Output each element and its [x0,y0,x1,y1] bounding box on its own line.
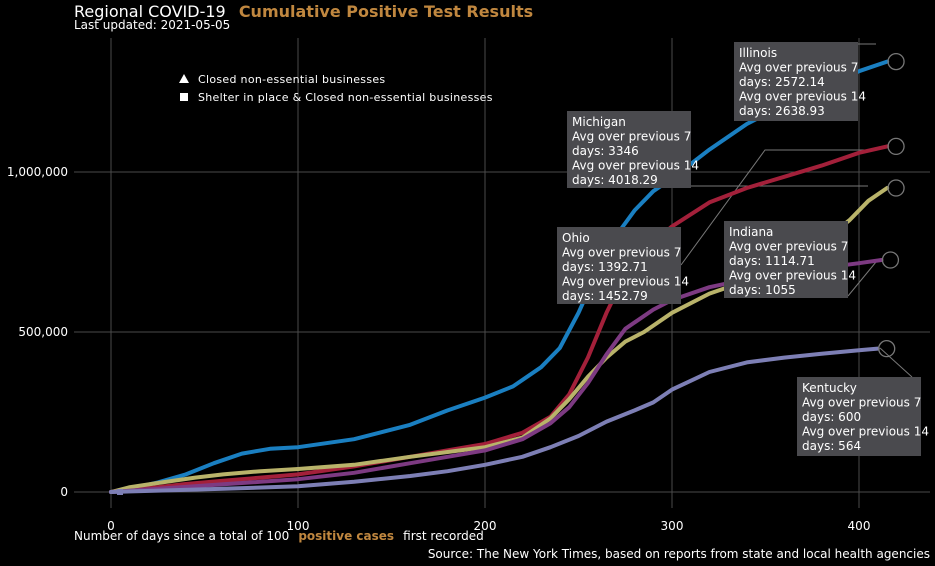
endpoint-michigan [887,137,905,156]
annotation-leaders [680,43,913,378]
annotation-line: Avg over previous 7 [802,396,921,410]
annotation-line: days: 600 [802,410,861,424]
annotation-line: Avg over previous 7 [739,61,858,75]
x-tick-label: 100 [287,519,310,533]
annotation-line: Illinois [739,46,777,60]
annotation-line: days: 4018.29 [572,173,658,187]
endpoint-kentucky [878,339,896,358]
title-accent: Cumulative Positive Test Results [239,2,533,21]
annotation-line: Avg over previous 14 [739,90,866,104]
y-tick-label: 0 [60,485,68,499]
annotation-box [734,42,858,121]
endpoint-illinois [887,52,905,71]
series-line-illinois [109,59,890,494]
series-line-kentucky [109,346,880,494]
annotation-line: Avg over previous 7 [729,240,848,254]
x-tick-label: 300 [661,519,684,533]
annotation-line: days: 1114.71 [729,254,815,268]
annotation-line: Avg over previous 7 [562,246,681,260]
last-updated: Last updated: 2021-05-05 [74,18,230,32]
leader-kentucky [879,347,913,378]
endpoint-ohio [887,179,905,197]
legend-label-shelter: Shelter in place & Closed non-essential … [198,91,493,104]
y-tick-label: 1,000,000 [7,165,68,179]
start-marker [117,489,123,495]
annotation-line: Avg over previous 14 [572,159,699,173]
annotation-line: Avg over previous 14 [562,275,689,289]
annotation-line: Ohio [562,231,590,245]
chart-title: Regional COVID-19 Cumulative Positive Te… [74,2,533,21]
annotation-line: days: 564 [802,439,861,453]
annotation-line: Kentucky [802,381,857,395]
y-tick-label: 500,000 [18,325,68,339]
annotation-line: Michigan [572,115,626,129]
annotation-line: days: 1452.79 [562,289,648,303]
xlabel-accent: positive cases [298,529,394,543]
triangle-icon [179,74,189,83]
source-note: Source: The New York Times, based on rep… [428,547,930,561]
endpoint-indiana [881,251,900,269]
y-axis-ticks: 0 500,000 1,000,000 [7,165,68,499]
square-icon [180,93,188,101]
x-axis-label: Number of days since a total of 100 posi… [74,525,484,544]
annotation-line: days: 1055 [729,283,796,297]
x-axis-ticks: 0 100 200 300 400 [107,519,870,533]
legend: Closed non-essential businesses Shelter … [179,73,493,104]
series-endpoints [117,52,905,495]
annotation-line: days: 3346 [572,144,639,158]
annotation-line: Avg over previous 14 [802,425,929,439]
annotation-line: days: 1392.71 [562,260,648,274]
xlabel-post: first recorded [403,529,484,543]
annotation-line: days: 2638.93 [739,104,825,118]
title-main: Regional COVID-19 [74,2,226,21]
annotation-line: Indiana [729,225,773,239]
x-tick-label: 400 [848,519,871,533]
series-line-michigan [109,144,890,494]
xlabel-pre: Number of days since a total of 100 [74,529,289,543]
x-tick-label: 0 [107,519,115,533]
annotation-box [567,111,691,188]
annotation-line: Avg over previous 7 [572,130,691,144]
annotation-box [724,221,848,298]
legend-label-closed: Closed non-essential businesses [198,73,385,86]
leader-ohio [680,149,876,266]
annotation-line: Avg over previous 14 [729,269,856,283]
x-tick-label: 200 [474,519,497,533]
annotation-box [557,227,681,304]
annotation-line: days: 2572.14 [739,75,825,89]
annotation-box [797,377,921,456]
grid [74,38,930,508]
leader-indiana [847,261,877,297]
